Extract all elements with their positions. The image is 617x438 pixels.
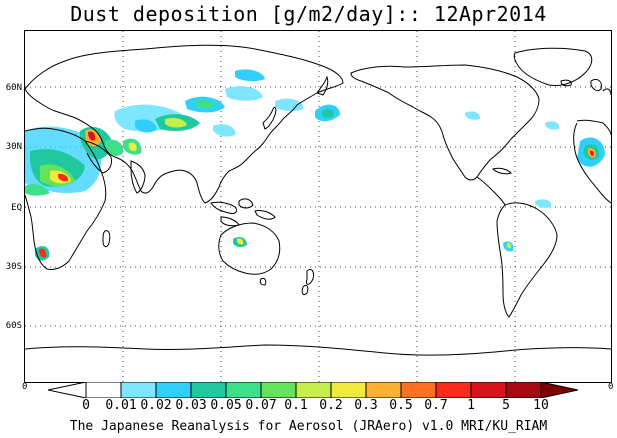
- colorbar-cell: [260, 382, 297, 398]
- footer-credit: The Japanese Reanalysis for Aerosol (JRA…: [69, 419, 548, 434]
- colorbar-label: 10: [533, 398, 549, 413]
- colorbar-cell: [155, 382, 192, 398]
- coastlines: [25, 44, 611, 356]
- colorbar-label: 0.05: [210, 398, 242, 413]
- colorbar-labels: 0 0.01 0.02 0.03 0.05 0.07 0.1 0.2 0.3 0…: [0, 398, 617, 413]
- latitude-grid: [25, 86, 611, 327]
- colorbar-label: 0.2: [319, 398, 343, 413]
- colorbar-cell: [330, 382, 367, 398]
- colorbar-label: 0.1: [284, 398, 308, 413]
- colorbar-cell: [295, 382, 332, 398]
- colorbar-over-arrow: [540, 382, 578, 398]
- colorbar: [48, 382, 578, 398]
- colorbar-cell: [435, 382, 472, 398]
- colorbar-cell: [225, 382, 262, 398]
- colorbar-cell: [470, 382, 507, 398]
- colorbar-cell: [365, 382, 402, 398]
- colorbar-label: 0.5: [389, 398, 413, 413]
- colorbar-label: 5: [502, 398, 510, 413]
- lat-label-30n: 30N: [5, 142, 22, 152]
- colorbar-label: 0.03: [175, 398, 207, 413]
- lat-label-60n: 60N: [5, 83, 22, 93]
- map-panel: [24, 30, 612, 383]
- colorbar-label: 0.02: [140, 398, 172, 413]
- colorbar-label: 0.3: [354, 398, 378, 413]
- colorbar-cell: [190, 382, 227, 398]
- lat-label-eq: EQ: [11, 203, 22, 213]
- colorbar-label: 0.07: [245, 398, 277, 413]
- lat-label-60s: 60S: [5, 321, 22, 331]
- colorbar-label: 1: [467, 398, 475, 413]
- colorbar-cell: [120, 382, 157, 398]
- map-title: Dust deposition [g/m2/day]:: 12Apr2014: [70, 2, 547, 26]
- world-map: [25, 31, 611, 382]
- colorbar-cell: [400, 382, 437, 398]
- lon-label-right: 0: [608, 382, 614, 392]
- colorbar-label: 0: [82, 398, 90, 413]
- longitude-grid: [122, 31, 516, 382]
- lon-label-left: 0: [22, 382, 28, 392]
- colorbar-label: 0.7: [424, 398, 448, 413]
- colorbar-cell: [85, 382, 122, 398]
- colorbar-label: 0.01: [105, 398, 137, 413]
- lat-label-30s: 30S: [5, 262, 22, 272]
- colorbar-cell: [505, 382, 542, 398]
- dust-deposition-field: [25, 69, 605, 261]
- colorbar-under-arrow: [48, 382, 87, 398]
